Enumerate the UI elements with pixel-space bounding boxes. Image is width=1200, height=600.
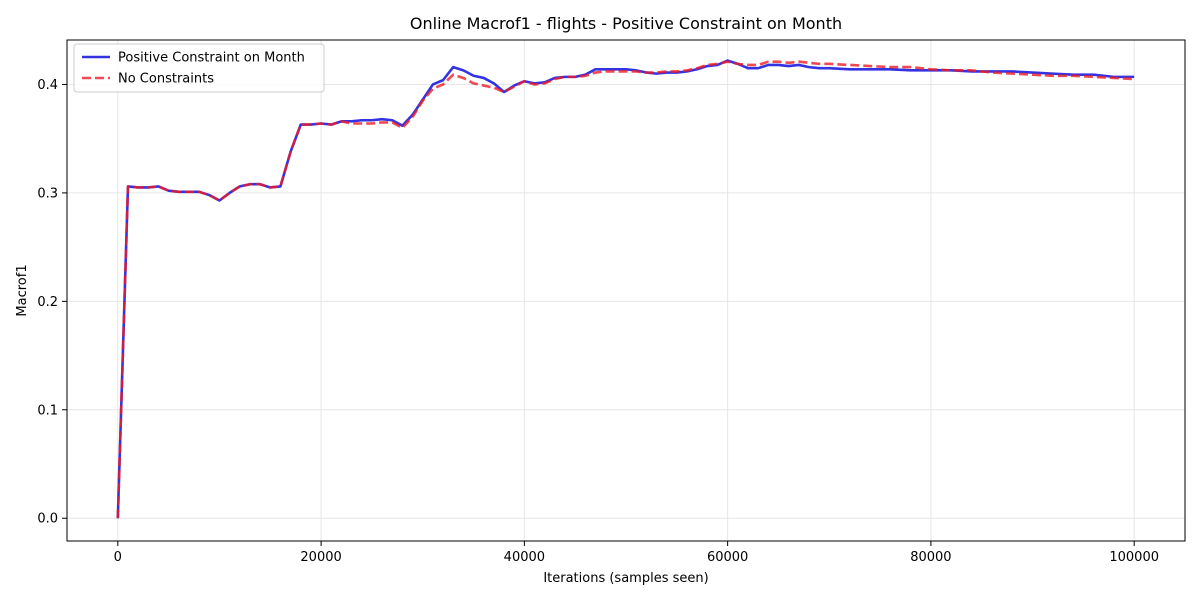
legend-box	[73, 43, 325, 93]
series-line-no-constraints	[116, 60, 1135, 519]
x-tick-label: 40000	[504, 550, 545, 565]
legend-label-positive-constraint: Positive Constraint on Month	[118, 51, 305, 66]
legend: Positive Constraint on Month No Constrai…	[73, 43, 325, 93]
y-tick-label: 0.2	[37, 295, 58, 310]
y-tick-label: 0.3	[37, 186, 58, 201]
legend-label-no-constraints: No Constraints	[118, 72, 214, 87]
x-tick-label: 20000	[300, 550, 341, 565]
y-tick-label: 0.4	[37, 78, 58, 93]
grid-layer	[67, 40, 1185, 541]
y-tick-label: 0.0	[37, 512, 58, 527]
chart-title: Online Macrof1 - flights - Positive Cons…	[410, 14, 842, 33]
series-layer	[116, 59, 1135, 519]
y-tick-label: 0.1	[37, 403, 58, 418]
x-tick-label: 0	[114, 550, 122, 565]
ticks-layer: 0 20000 40000 60000 80000 100000 0.0 0.1 0.2 0.3 0…	[37, 78, 1159, 565]
x-tick-label: 80000	[910, 550, 951, 565]
x-axis-title: Iterations (samples seen)	[543, 571, 708, 586]
y-axis-title: Macrof1	[15, 264, 30, 316]
plot-frame	[66, 39, 1186, 542]
x-tick-label: 60000	[707, 550, 748, 565]
x-tick-label: 100000	[1109, 550, 1159, 565]
